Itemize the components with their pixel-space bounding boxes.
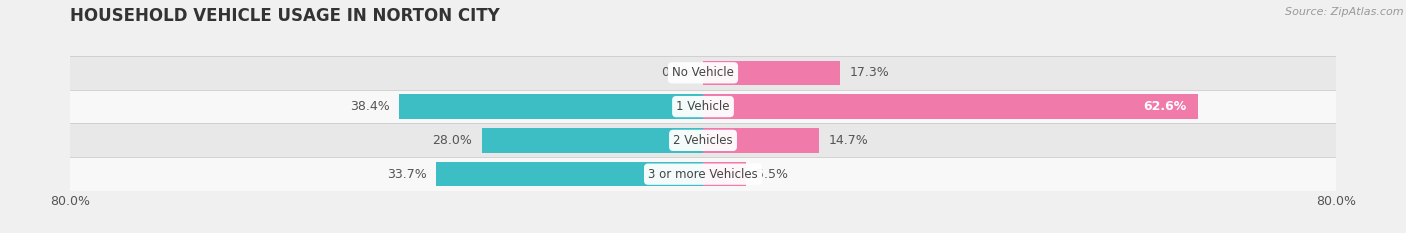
- Text: 0.0%: 0.0%: [661, 66, 693, 79]
- Bar: [481, 128, 703, 153]
- Text: 33.7%: 33.7%: [387, 168, 427, 181]
- Bar: [703, 162, 747, 186]
- Bar: [70, 56, 1336, 90]
- Bar: [70, 90, 1336, 123]
- Bar: [436, 162, 703, 186]
- Bar: [703, 128, 820, 153]
- Text: 2 Vehicles: 2 Vehicles: [673, 134, 733, 147]
- Text: 17.3%: 17.3%: [849, 66, 889, 79]
- Text: Source: ZipAtlas.com: Source: ZipAtlas.com: [1285, 7, 1403, 17]
- Bar: [70, 157, 1336, 191]
- Text: 38.4%: 38.4%: [350, 100, 389, 113]
- Bar: [70, 123, 1336, 157]
- Bar: [399, 94, 703, 119]
- Text: 14.7%: 14.7%: [828, 134, 869, 147]
- Text: 28.0%: 28.0%: [432, 134, 472, 147]
- Bar: [703, 94, 1198, 119]
- Text: 5.5%: 5.5%: [756, 168, 787, 181]
- Bar: [703, 61, 839, 85]
- Text: HOUSEHOLD VEHICLE USAGE IN NORTON CITY: HOUSEHOLD VEHICLE USAGE IN NORTON CITY: [70, 7, 501, 25]
- Text: 62.6%: 62.6%: [1143, 100, 1187, 113]
- Text: 1 Vehicle: 1 Vehicle: [676, 100, 730, 113]
- Text: 3 or more Vehicles: 3 or more Vehicles: [648, 168, 758, 181]
- Text: No Vehicle: No Vehicle: [672, 66, 734, 79]
